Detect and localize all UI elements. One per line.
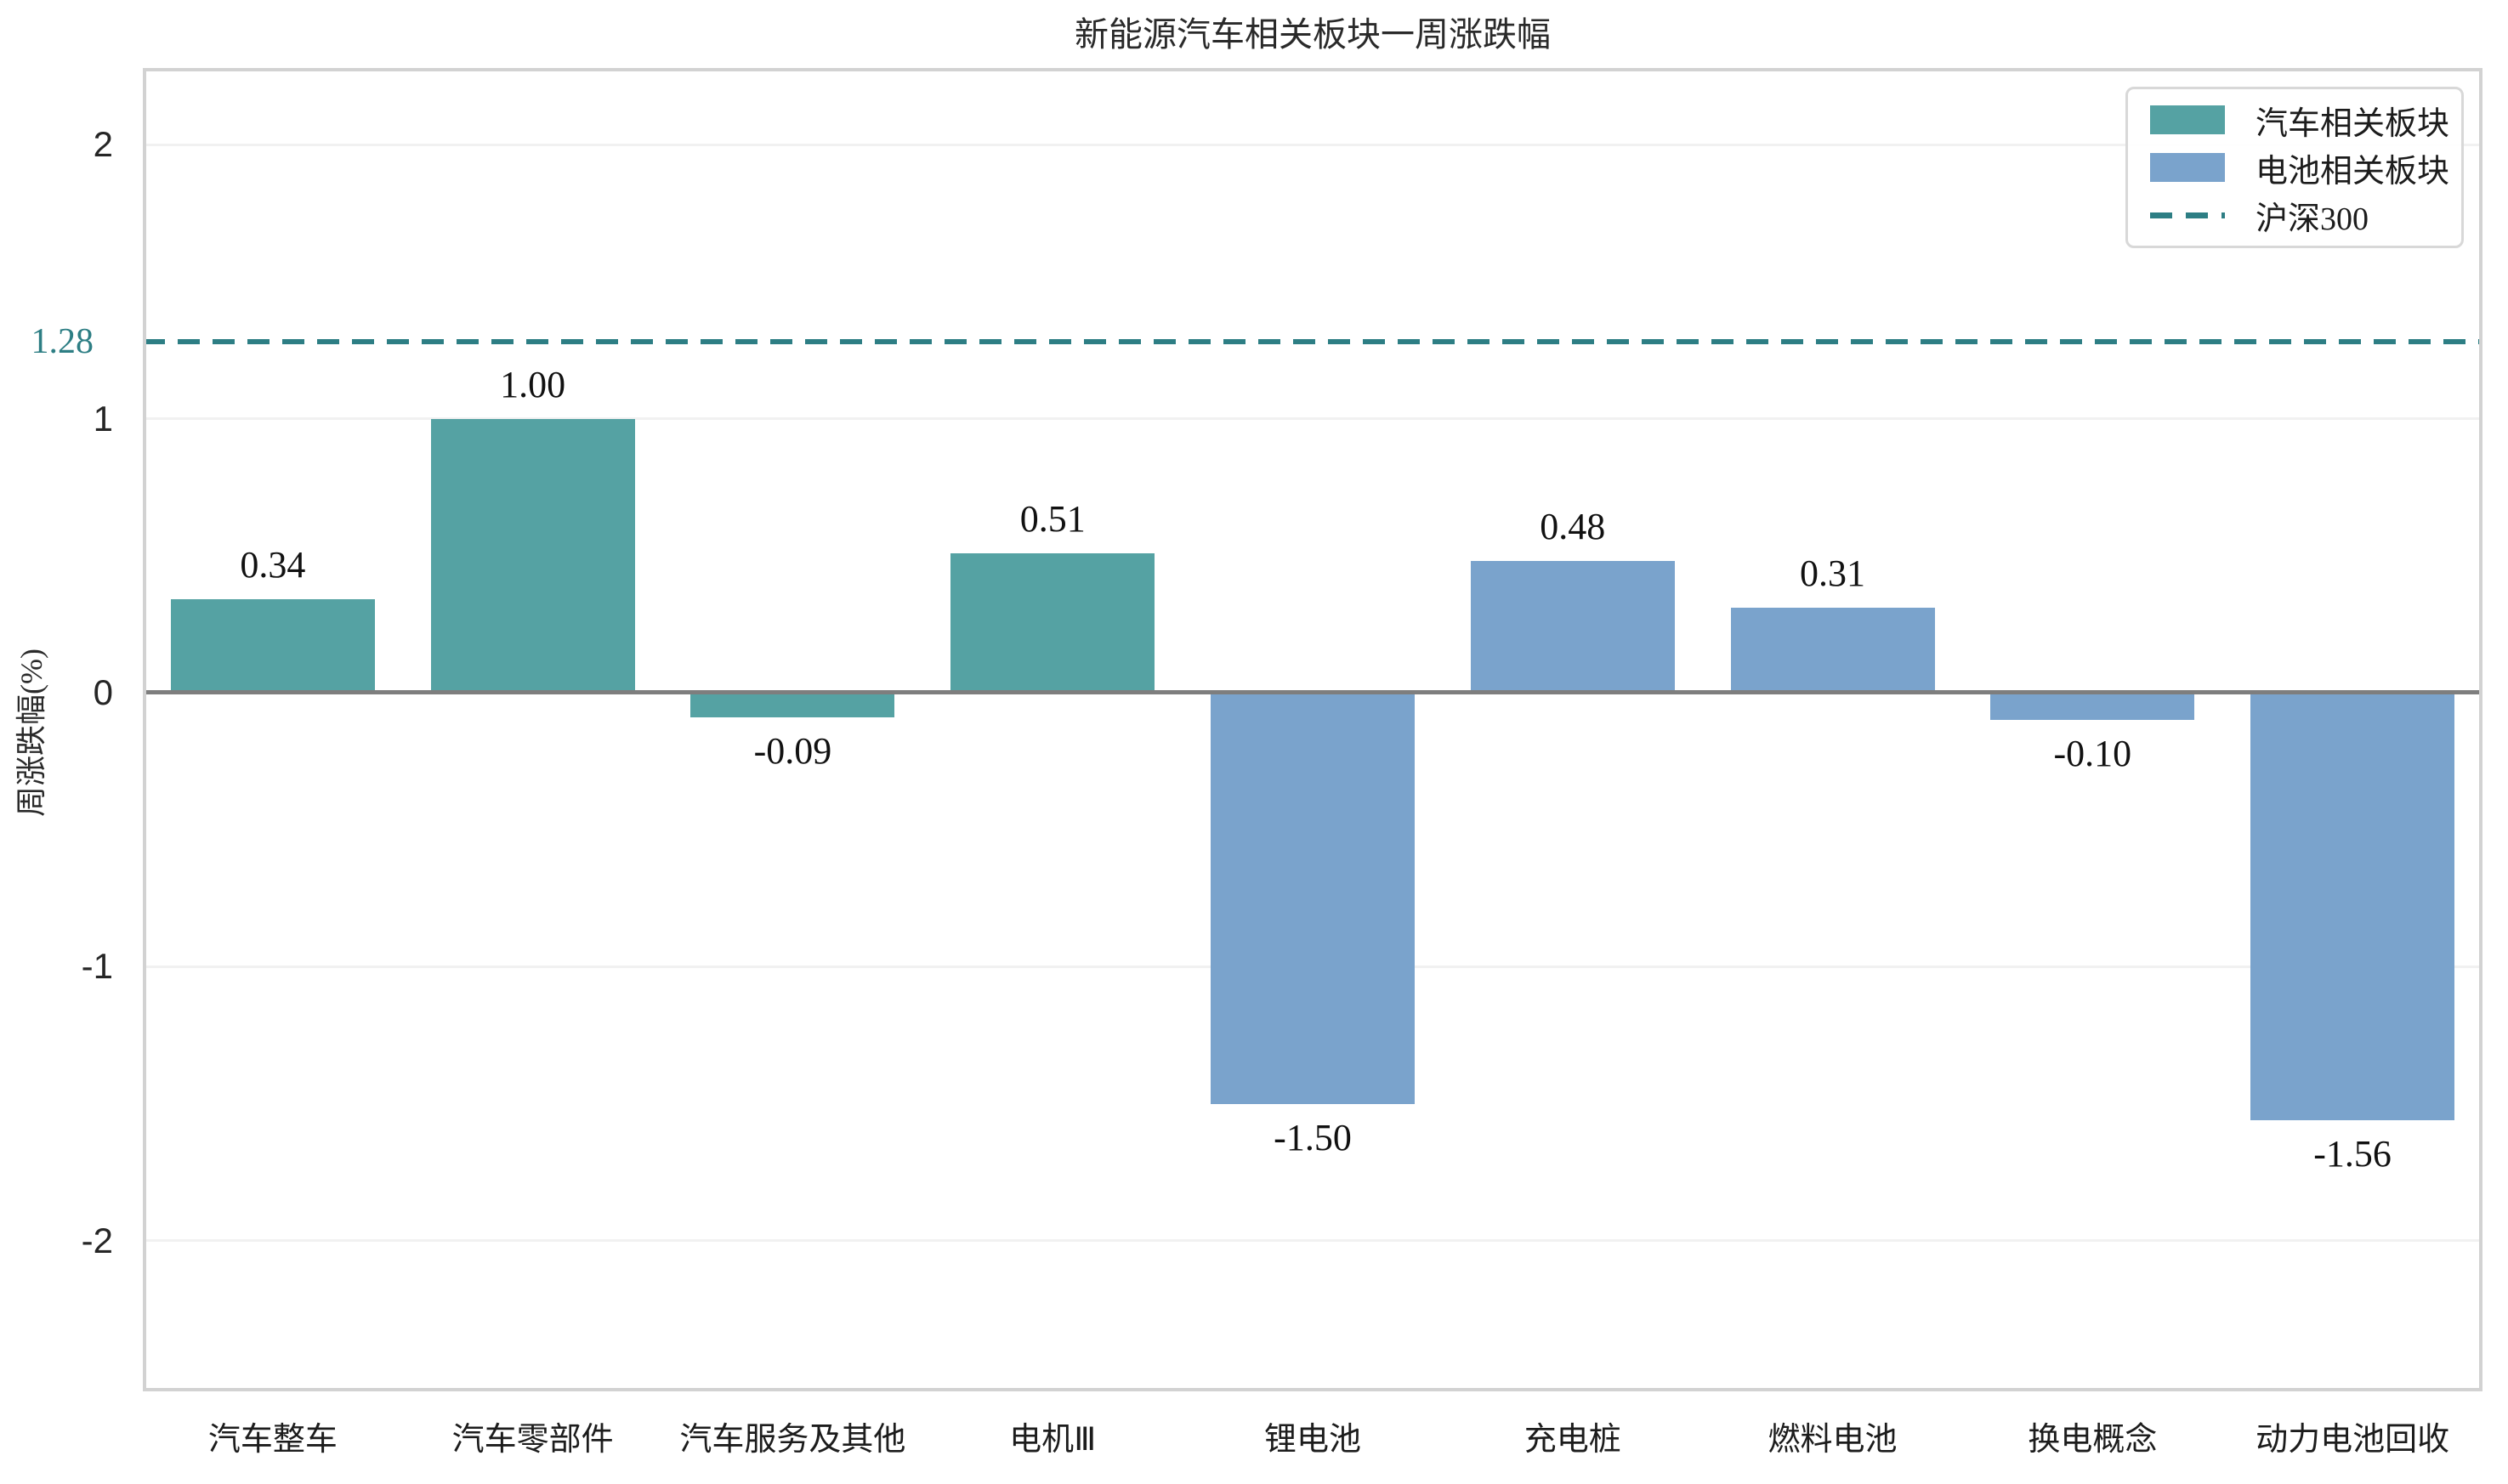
legend: 汽车相关板块 电池相关板块 沪深300 bbox=[2125, 87, 2464, 248]
bar bbox=[1470, 561, 1675, 693]
bar bbox=[690, 692, 895, 717]
legend-swatch-icon bbox=[2150, 153, 2225, 182]
legend-row-auto-sector: 汽车相关板块 bbox=[2128, 97, 2461, 143]
bar bbox=[1211, 692, 1415, 1104]
x-tick-label: 汽车整车 bbox=[207, 1422, 338, 1458]
legend-label: 沪深300 bbox=[2255, 201, 2369, 237]
reference-line-value-label: 1.28 bbox=[31, 322, 94, 362]
bar bbox=[950, 552, 1155, 693]
x-tick-label: 动力电池回收 bbox=[2255, 1422, 2450, 1458]
plot-area: 0.34 1.00 -0.09 0.51 -1.50 0.48 0.31 -0.10 -1.56… bbox=[31, 68, 2482, 1458]
bar bbox=[430, 418, 635, 693]
legend-label: 汽车相关板块 bbox=[2255, 105, 2450, 142]
bar bbox=[1990, 692, 2195, 721]
bar-value-label: 0.48 bbox=[1540, 506, 1606, 548]
y-tick-label: -1 bbox=[81, 946, 113, 987]
zero-axis-line bbox=[143, 690, 2482, 695]
bar-value-label: -1.50 bbox=[1274, 1116, 1352, 1158]
x-tick-label: 汽车零部件 bbox=[451, 1422, 614, 1458]
reference-dashed-line bbox=[143, 339, 2482, 345]
legend-swatch-icon bbox=[2150, 105, 2225, 134]
y-tick-label: 1 bbox=[93, 398, 113, 439]
chart-title: 新能源汽车相关板块一周涨跌幅 bbox=[1075, 15, 1551, 54]
bar bbox=[2250, 692, 2455, 1120]
y-tick-label: 0 bbox=[93, 671, 113, 712]
bar-value-label: 0.34 bbox=[240, 544, 306, 586]
x-tick-label: 汽车服务及其他 bbox=[679, 1422, 906, 1458]
bar-value-label: 0.31 bbox=[1800, 552, 1866, 595]
legend-row-battery-sector: 电池相关板块 bbox=[2128, 144, 2461, 190]
x-tick-label: 电机Ⅲ bbox=[1009, 1422, 1097, 1458]
bar bbox=[170, 599, 375, 693]
x-tick-label: 锂电池 bbox=[1263, 1422, 1362, 1458]
bar-value-label: -0.10 bbox=[2053, 733, 2132, 775]
gridline bbox=[143, 143, 2482, 146]
bar-value-label: -0.09 bbox=[753, 729, 832, 772]
gridline bbox=[143, 417, 2482, 421]
bar-value-label: 0.51 bbox=[1019, 497, 1086, 540]
bar-value-label: -1.56 bbox=[2313, 1132, 2392, 1175]
legend-dashed-line-icon bbox=[2150, 212, 2225, 218]
legend-label: 电池相关板块 bbox=[2255, 153, 2450, 190]
y-tick-label: 2 bbox=[93, 124, 113, 165]
y-tick-label: -2 bbox=[81, 1220, 113, 1260]
legend-row-csi300: 沪深300 bbox=[2128, 192, 2461, 238]
x-tick-label: 燃料电池 bbox=[1768, 1422, 1898, 1458]
gridline bbox=[143, 1239, 2482, 1243]
x-tick-label: 充电桩 bbox=[1524, 1422, 1621, 1458]
bar bbox=[1730, 608, 1935, 693]
x-tick-label: 换电概念 bbox=[2028, 1422, 2158, 1458]
bar-value-label: 1.00 bbox=[500, 363, 566, 405]
